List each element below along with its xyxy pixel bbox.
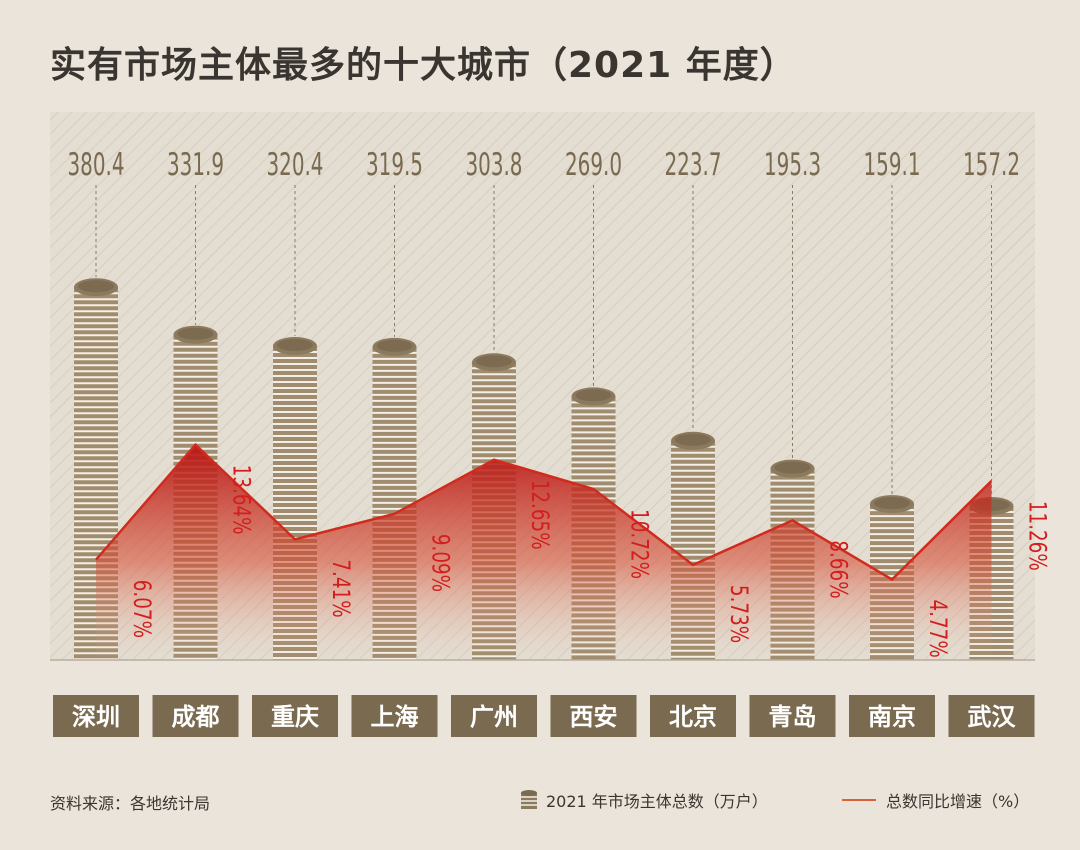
value-label: 331.9 [167, 147, 224, 183]
svg-text:北京: 北京 [669, 703, 717, 731]
svg-text:成都: 成都 [172, 703, 220, 731]
growth-label: 4.77% [924, 599, 952, 657]
legend-coins-label: 2021 年市场主体总数（万户） [546, 792, 768, 811]
svg-text:西安: 西安 [570, 703, 618, 731]
growth-label: 12.65% [526, 480, 554, 550]
value-label: 380.4 [68, 147, 125, 183]
city-label: 重庆 [252, 695, 338, 737]
svg-text:深圳: 深圳 [72, 703, 120, 731]
growth-label: 10.72% [625, 509, 653, 579]
legend-coins: 2021 年市场主体总数（万户） [520, 788, 768, 812]
legend-line-label: 总数同比增速（%） [886, 792, 1030, 811]
line-swatch-icon [842, 799, 876, 801]
city-label: 南京 [849, 695, 935, 737]
source-note: 资料来源：各地统计局 [50, 794, 211, 813]
value-label: 157.2 [963, 147, 1020, 183]
city-label: 青岛 [749, 695, 836, 737]
svg-text:重庆: 重庆 [271, 703, 319, 731]
svg-text:上海: 上海 [371, 703, 419, 731]
city-label: 深圳 [53, 695, 139, 737]
city-label: 上海 [351, 695, 438, 737]
value-label: 319.5 [366, 147, 423, 183]
svg-text:广州: 广州 [470, 703, 518, 731]
growth-label: 8.66% [824, 540, 852, 598]
growth-label: 9.09% [426, 534, 454, 592]
growth-label: 13.64% [227, 465, 255, 535]
growth-label: 11.26% [1023, 501, 1051, 571]
svg-text:武汉: 武汉 [968, 703, 1017, 731]
city-label: 广州 [451, 695, 537, 737]
legend-line: 总数同比增速（%） [842, 788, 1029, 812]
value-label: 159.1 [864, 147, 921, 183]
growth-label: 5.73% [725, 585, 753, 643]
value-label: 195.3 [764, 147, 821, 183]
value-label: 269.0 [565, 147, 622, 183]
value-label: 320.4 [267, 147, 324, 183]
value-label: 303.8 [466, 147, 523, 183]
growth-area [96, 444, 992, 660]
growth-label: 7.41% [327, 559, 355, 617]
value-label: 223.7 [665, 147, 722, 183]
city-label: 成都 [152, 695, 239, 737]
coin-stack-icon [521, 790, 537, 809]
chart-title: 实有市场主体最多的十大城市（2021 年度） [50, 45, 797, 86]
svg-text:南京: 南京 [868, 703, 916, 731]
city-label: 西安 [550, 695, 637, 737]
city-label: 北京 [650, 695, 736, 737]
svg-text:青岛: 青岛 [769, 703, 817, 731]
growth-line [95, 442, 993, 582]
city-label: 武汉 [948, 695, 1035, 737]
growth-label: 6.07% [128, 580, 156, 638]
